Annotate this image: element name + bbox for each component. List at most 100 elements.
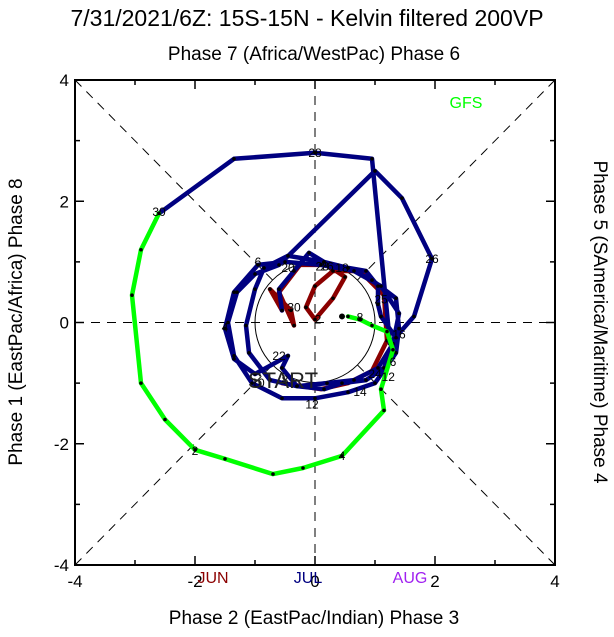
series-point-gfs bbox=[193, 448, 197, 452]
y-tick-label: 2 bbox=[60, 192, 69, 211]
month-label-jul: JUL bbox=[294, 570, 323, 587]
series-point-jul bbox=[370, 157, 374, 161]
series-point-jul bbox=[292, 269, 296, 273]
series-point-jul bbox=[280, 396, 284, 401]
series-point-jun bbox=[268, 287, 272, 291]
y-tick-label: -2 bbox=[54, 435, 69, 454]
x-axis-label: Phase 2 (EastPac/Indian) Phase 3 bbox=[169, 608, 459, 629]
series-point-jul bbox=[295, 384, 299, 388]
day-label: 2 bbox=[192, 444, 199, 458]
day-label: 16 bbox=[392, 328, 406, 342]
series-point-jul bbox=[277, 263, 281, 267]
series-point-jul bbox=[253, 372, 257, 376]
day-label: 26 bbox=[425, 252, 439, 266]
start-label: START bbox=[248, 368, 318, 393]
series-point-jul bbox=[376, 366, 380, 370]
day-label: 6 bbox=[390, 355, 397, 369]
top-axis-label: Phase 7 (Africa/WestPac) Phase 6 bbox=[168, 44, 460, 65]
series-line-jun bbox=[267, 262, 390, 392]
day-label: 10 bbox=[251, 376, 265, 390]
day-label: 4 bbox=[222, 320, 229, 334]
series-point-jul bbox=[319, 263, 323, 267]
y-tick-label: -4 bbox=[54, 556, 69, 575]
series-point-jun bbox=[313, 284, 317, 288]
series-point-jul bbox=[250, 381, 254, 385]
day-label: 26 bbox=[320, 260, 334, 274]
series-point-jul bbox=[253, 272, 257, 276]
series-point-jul bbox=[313, 396, 317, 401]
series-point-jul bbox=[430, 257, 434, 261]
series-point-gfs bbox=[379, 387, 383, 391]
series-point-gfs bbox=[271, 472, 275, 476]
series-point-gfs bbox=[163, 417, 167, 422]
series-point-jun bbox=[304, 305, 308, 310]
series-point-gfs bbox=[385, 329, 389, 334]
day-label: 14 bbox=[353, 385, 367, 399]
series-point-jul bbox=[268, 378, 272, 382]
diagonal-dashed-line bbox=[357, 364, 556, 566]
series-point-jul bbox=[373, 169, 377, 173]
day-label: 30 bbox=[152, 205, 166, 219]
series-point-jul bbox=[256, 263, 260, 267]
series-point-jul bbox=[277, 287, 281, 291]
day-label: 6 bbox=[255, 255, 262, 269]
series-point-jul bbox=[379, 314, 383, 319]
day-label: 28 bbox=[316, 260, 330, 274]
series-point-jul bbox=[253, 287, 257, 291]
series-point-jul bbox=[370, 278, 374, 282]
series-point-jun bbox=[331, 296, 335, 301]
series-point-jul bbox=[232, 357, 236, 361]
series-point-gfs bbox=[301, 466, 305, 470]
chart-title: 7/31/2021/6Z: 15S-15N - Kelvin filtered … bbox=[70, 5, 543, 31]
day-label: 24 bbox=[368, 367, 382, 381]
x-tick-label: -2 bbox=[187, 572, 202, 591]
x-tick-label: 2 bbox=[430, 572, 439, 591]
day-label: 12 bbox=[382, 370, 396, 384]
series-point-gfs bbox=[157, 211, 161, 216]
series-point-jul bbox=[340, 381, 344, 385]
series-point-jul bbox=[394, 335, 398, 340]
series-point-jul bbox=[286, 254, 290, 258]
series-point-jul bbox=[232, 290, 236, 294]
series-point-jul bbox=[397, 311, 401, 316]
series-point-jul bbox=[244, 323, 248, 328]
series-point-jul bbox=[364, 378, 368, 382]
series-point-gfs bbox=[139, 381, 143, 385]
diagonal-dashed-line bbox=[74, 79, 273, 281]
series-point-jul bbox=[412, 314, 416, 319]
day-label: 18 bbox=[335, 261, 349, 275]
series-point-jul bbox=[352, 269, 356, 273]
series-point-jul bbox=[226, 320, 230, 325]
series-point-gfs bbox=[139, 247, 143, 252]
series-point-gfs bbox=[382, 408, 386, 413]
series-point-jul bbox=[376, 302, 380, 307]
series-point-jun bbox=[331, 269, 335, 273]
series-point-gfs bbox=[391, 347, 395, 352]
day-label: 28 bbox=[308, 146, 322, 160]
series-point-jul bbox=[286, 354, 290, 358]
series-point-jul bbox=[379, 284, 383, 288]
series-point-jul bbox=[352, 378, 356, 382]
series-point-jul bbox=[313, 150, 317, 155]
series-point-gfs bbox=[130, 293, 134, 298]
y-tick-label: 0 bbox=[60, 314, 69, 333]
series-point-jul bbox=[223, 326, 227, 331]
series-point-jul bbox=[283, 260, 287, 264]
day-label: 8 bbox=[357, 311, 364, 325]
series-point-gfs bbox=[340, 454, 344, 458]
series-point-jul bbox=[376, 284, 380, 288]
day-label: 12 bbox=[305, 397, 319, 411]
series-point-jul bbox=[322, 387, 326, 391]
series-point-jul bbox=[280, 366, 284, 370]
legend-gfs-label: GFS bbox=[450, 95, 483, 112]
y-tick-label: 4 bbox=[60, 71, 69, 90]
day-label: 20 bbox=[281, 261, 295, 275]
x-tick-label: 4 bbox=[550, 572, 559, 591]
series-point-jul bbox=[322, 260, 326, 264]
series-point-jul bbox=[262, 266, 266, 270]
day-label: 8 bbox=[282, 373, 289, 387]
right-axis-label: Phase 5 (SAmerica/Maritime) Phase 4 bbox=[589, 160, 610, 484]
day-label: 2 bbox=[315, 312, 322, 326]
series-line-gfs bbox=[129, 211, 396, 477]
